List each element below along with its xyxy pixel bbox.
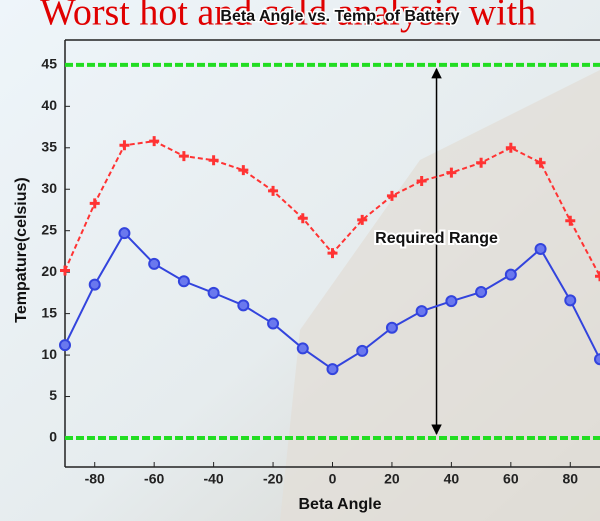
data-point <box>385 321 398 334</box>
data-point <box>326 363 339 376</box>
data-point <box>535 157 546 168</box>
data-point <box>415 305 428 318</box>
x-tick-label: 40 <box>444 471 460 487</box>
data-point <box>207 286 220 299</box>
data-point <box>267 317 280 330</box>
data-point <box>60 265 70 276</box>
data-point <box>594 353 600 366</box>
x-tick-label: 0 <box>329 471 337 487</box>
data-point <box>149 136 160 147</box>
y-tick-label: 20 <box>41 263 57 279</box>
y-tick-label: 5 <box>49 387 57 403</box>
y-tick-label: 15 <box>41 304 57 320</box>
data-point <box>565 215 576 226</box>
range-label: Required Range <box>375 230 498 247</box>
y-tick-label: 35 <box>41 138 57 154</box>
data-point <box>297 213 308 224</box>
x-tick-label: 60 <box>503 471 519 487</box>
slide-heading: Worst hot and cold analysis with <box>40 0 536 34</box>
data-point <box>505 142 516 153</box>
data-point <box>356 344 369 357</box>
data-point <box>386 190 397 201</box>
data-point <box>327 248 338 259</box>
data-point <box>238 165 249 176</box>
y-tick-label: 0 <box>49 429 57 445</box>
data-point <box>446 167 457 178</box>
data-point <box>177 275 190 288</box>
x-tick-label: -60 <box>144 471 164 487</box>
data-point <box>88 278 101 291</box>
data-point <box>357 214 368 225</box>
data-point <box>89 198 100 209</box>
data-point <box>476 157 487 168</box>
y-tick-label: 30 <box>41 180 57 196</box>
y-axis-label: Tempature(celsius) <box>13 177 30 323</box>
data-point <box>564 294 577 307</box>
data-point <box>475 286 488 299</box>
data-point <box>534 242 547 255</box>
x-tick-label: -40 <box>203 471 223 487</box>
data-point <box>208 155 219 166</box>
x-tick-label: 20 <box>384 471 400 487</box>
data-point <box>118 227 131 240</box>
x-tick-label: -20 <box>263 471 283 487</box>
data-point <box>148 257 161 270</box>
y-tick-label: 10 <box>41 346 57 362</box>
data-point <box>416 175 427 186</box>
data-point <box>178 151 189 162</box>
data-point <box>504 268 517 281</box>
data-point <box>595 271 600 282</box>
data-point <box>268 185 279 196</box>
data-point <box>445 295 458 308</box>
x-axis-label: Beta Angle <box>299 496 382 513</box>
y-tick-label: 45 <box>41 56 57 72</box>
x-tick-label: 80 <box>562 471 578 487</box>
data-point <box>59 339 71 352</box>
x-tick-label: -80 <box>85 471 105 487</box>
y-tick-label: 40 <box>41 97 57 113</box>
data-point <box>296 342 309 355</box>
y-tick-label: 25 <box>41 221 57 237</box>
data-point <box>237 299 250 312</box>
chart-title: Beta Angle vs. Temp. of Battery <box>220 8 459 25</box>
data-point <box>119 140 130 151</box>
